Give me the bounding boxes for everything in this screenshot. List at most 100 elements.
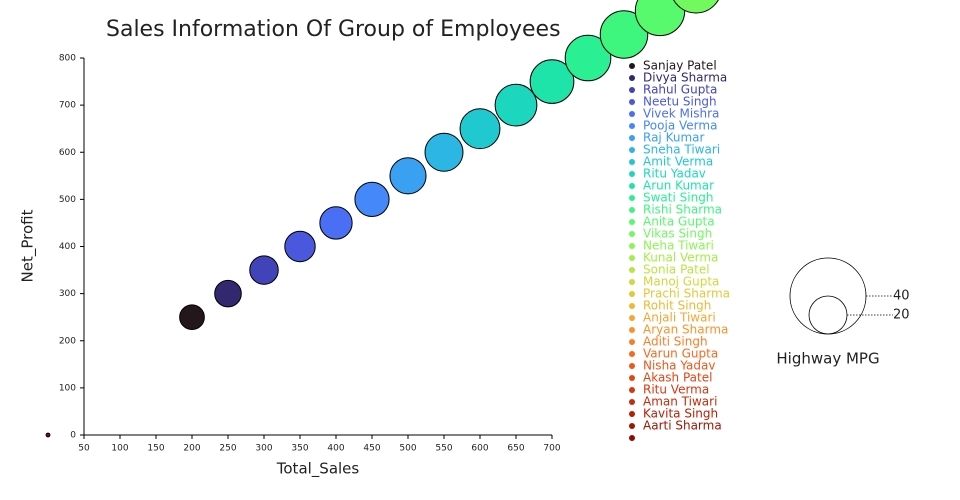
- size-legend-circle: [808, 295, 848, 335]
- legend-label: Aarti Sharma: [643, 419, 722, 433]
- legend-marker: [629, 339, 635, 345]
- bubble: [249, 255, 279, 285]
- legend-marker: [629, 387, 635, 393]
- x-tick-label: 350: [291, 444, 308, 454]
- x-tick-label: 550: [435, 444, 452, 454]
- y-tick-label: 400: [59, 242, 76, 252]
- x-tick-label: 100: [111, 444, 128, 454]
- legend-label: Rishi Sharma: [643, 203, 722, 217]
- y-tick-label: 0: [70, 431, 76, 441]
- legend-marker: [629, 207, 635, 213]
- y-tick-label: 500: [59, 195, 76, 205]
- size-legend-label: 20: [893, 308, 910, 323]
- x-tick-label: 50: [78, 444, 90, 454]
- legend-label: Rohit Singh: [643, 299, 711, 313]
- legend-marker: [629, 87, 635, 93]
- legend-marker: [629, 315, 635, 321]
- bubble: [459, 108, 501, 150]
- legend-label: Swati Singh: [643, 191, 713, 205]
- chart-title: Sales Information Of Group of Employees: [106, 17, 561, 42]
- legend-label: Kavita Singh: [643, 407, 718, 421]
- bubble: [529, 59, 575, 104]
- y-tick-label: 300: [59, 289, 76, 299]
- x-tick-label: 200: [183, 444, 200, 454]
- y-tick-label: 700: [59, 101, 76, 111]
- legend-marker: [629, 63, 635, 69]
- legend-marker: [629, 99, 635, 105]
- bubble: [45, 432, 51, 438]
- y-axis-label: Net_Profit: [19, 209, 38, 282]
- legend-marker: [629, 291, 635, 297]
- legend-label: Neha Tiwari: [643, 239, 714, 253]
- legend-marker: [629, 231, 635, 237]
- legend-marker: [629, 111, 635, 117]
- legend-label: Aryan Sharma: [643, 323, 728, 337]
- legend-label: Ritu Verma: [643, 383, 709, 397]
- bubble: [673, 0, 719, 14]
- legend-marker: [629, 327, 635, 333]
- legend-label: Nisha Yadav: [643, 359, 715, 373]
- legend-label: Ritu Yadav: [643, 167, 706, 181]
- legend-marker: [629, 255, 635, 261]
- legend-label: Pooja Verma: [643, 119, 717, 133]
- bubble: [319, 206, 353, 240]
- x-tick-label: 700: [543, 444, 560, 454]
- bubble: [284, 230, 316, 263]
- legend-marker: [629, 375, 635, 381]
- legend-label: Vivek Mishra: [643, 107, 719, 121]
- legend-marker: [629, 135, 635, 141]
- legend-marker: [629, 351, 635, 357]
- legend-marker: [629, 183, 635, 189]
- legend-marker: [629, 267, 635, 273]
- bubble: [494, 83, 538, 127]
- legend-marker: [629, 75, 635, 81]
- size-legend-title: Highway MPG: [776, 350, 879, 368]
- legend-marker: [629, 147, 635, 153]
- legend-marker: [629, 399, 635, 405]
- legend-marker: [629, 303, 635, 309]
- legend-label: Arun Kumar: [643, 179, 714, 193]
- legend-marker: [629, 363, 635, 369]
- x-tick-label: 300: [255, 444, 272, 454]
- y-tick-label: 600: [59, 148, 76, 158]
- legend-label: Rahul Gupta: [643, 83, 717, 97]
- legend-label: Neetu Singh: [643, 95, 717, 109]
- bubble: [354, 181, 390, 217]
- legend-marker: [629, 159, 635, 165]
- y-tick-label: 100: [59, 383, 76, 393]
- x-tick-label: 250: [219, 444, 236, 454]
- legend-marker: [629, 171, 635, 177]
- x-tick-label: 450: [363, 444, 380, 454]
- y-tick-label: 800: [59, 54, 76, 64]
- legend-marker: [629, 243, 635, 249]
- x-tick-label: 150: [147, 444, 164, 454]
- legend-marker: [629, 195, 635, 201]
- legend-marker: [629, 123, 635, 129]
- legend-label: Raj Kumar: [643, 131, 704, 145]
- legend-label: Kunal Verma: [643, 251, 718, 265]
- legend-marker: [629, 411, 635, 417]
- bubble: [564, 34, 612, 82]
- legend-label: Anita Gupta: [643, 215, 715, 229]
- legend-marker: [629, 435, 635, 441]
- x-tick-label: 600: [471, 444, 488, 454]
- legend-label: Varun Gupta: [643, 347, 718, 361]
- legend-label: Aditi Singh: [643, 335, 708, 349]
- x-tick-label: 650: [507, 444, 524, 454]
- legend-label: Sanjay Patel: [643, 59, 717, 73]
- legend-label: Prachi Sharma: [643, 287, 730, 301]
- bubble: [179, 304, 205, 331]
- legend-label: Anjali Tiwari: [643, 311, 716, 325]
- x-axis-label: Total_Sales: [276, 460, 360, 479]
- bubble: [214, 279, 242, 308]
- legend-label: Manoj Gupta: [643, 275, 719, 289]
- bubble: [389, 157, 427, 195]
- legend-label: Divya Sharma: [643, 71, 727, 85]
- bubble: [424, 132, 464, 172]
- legend-marker: [629, 279, 635, 285]
- legend-label: Sneha Tiwari: [643, 143, 720, 157]
- legend-label: Sonia Patel: [643, 263, 710, 277]
- legend-marker: [629, 219, 635, 225]
- bubble: [599, 10, 649, 59]
- legend-label: Amit Verma: [643, 155, 713, 169]
